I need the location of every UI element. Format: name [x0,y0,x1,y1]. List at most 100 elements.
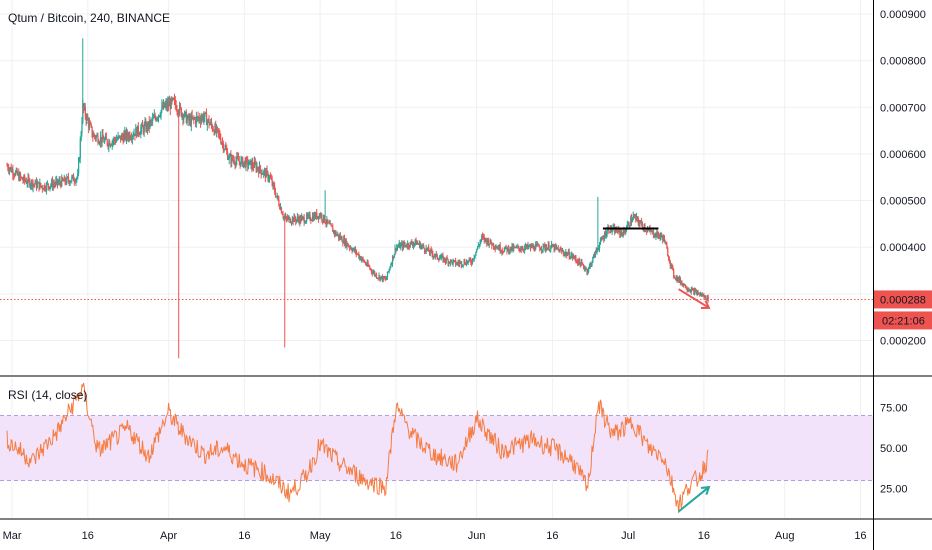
candle-body [601,238,603,240]
candle-body [457,262,459,264]
price-plot[interactable] [0,38,873,359]
candle-body [411,242,413,245]
candle-body [60,182,62,187]
candle-body [251,162,253,169]
candle-body [434,254,437,257]
candle-body [205,113,208,126]
candle-body [291,217,294,223]
candle-body [331,225,333,228]
candle-body [629,225,631,227]
candle-body [84,106,86,117]
candle-body [261,173,263,175]
candle-body [551,244,554,247]
candle-body [376,277,379,279]
candle-body [268,178,270,180]
candle-body [278,199,280,206]
candle-body [349,247,352,249]
candle-body [240,159,242,166]
candle-body [12,169,14,176]
candle-body [604,232,607,237]
rsi-plot[interactable] [0,382,873,514]
candle-body [515,246,517,248]
candle-body [8,168,10,172]
candle-body [162,105,164,109]
candle-body [383,276,385,279]
candle-body [566,252,568,256]
candle-body [253,166,255,168]
candle-body [413,243,416,245]
candle-body [321,214,323,220]
candle-body [22,180,24,182]
candle-body [49,186,51,189]
candle-body [290,222,292,224]
candle-body [365,264,368,266]
price-arrow-drawing[interactable] [678,288,711,309]
drawing-annotations[interactable] [602,227,711,513]
candle-body [666,244,668,249]
candle-body [330,223,332,226]
candle-body [245,158,247,168]
candle-body [104,136,107,140]
candle-body [633,215,635,217]
candle-body [584,268,586,270]
candle-body [45,189,47,191]
candle-body [21,177,23,181]
candle-body [360,256,362,260]
price-tick-label: 0.000900 [880,9,926,21]
candle-body [115,140,117,143]
time-axis[interactable]: Mar 16 Apr 16 May 16 Jun 16 Jul 16 Aug 16 [3,530,867,542]
candle-body [202,115,204,121]
candle-body [415,239,417,245]
rsi-line [6,382,709,514]
candle-body [67,176,69,178]
candle-body [433,256,435,258]
candle-body [241,157,243,160]
candle-body [187,115,189,119]
candle-body [90,124,92,127]
candle-body [96,135,98,137]
candle-body [179,105,181,114]
candle-body [113,138,115,141]
candle-body [51,180,54,188]
candle-body [400,244,402,249]
candle-body [699,292,701,295]
candle-body [99,142,101,144]
candle-body [313,214,315,221]
candle-body [243,160,246,163]
candle-body [410,242,412,244]
candle-body [46,183,49,185]
price-tick-label: 0.000200 [880,335,926,347]
candle-body [100,136,102,143]
candle-body [445,258,448,262]
candle-body [190,115,193,126]
candle-body [621,233,623,237]
candle-body [258,169,260,174]
candle-body [160,110,162,116]
candle-body [173,99,176,101]
candle-body [125,131,127,139]
candle-body [396,247,398,251]
candle-body [427,247,429,250]
time-tick-label: 16 [238,530,250,542]
candle-body [180,107,182,117]
candle-body [188,115,190,122]
candle-body [11,169,13,172]
rsi-arrow-drawing[interactable] [678,485,711,513]
candle-body [69,181,71,184]
candle-body [247,159,249,167]
candle-body [51,180,53,186]
candle-body [379,275,381,280]
candle-body [120,135,123,141]
candle-body [306,215,309,217]
candle-body [631,219,634,222]
candle-body [707,296,709,301]
candle-body [391,263,393,265]
candle-body [225,147,227,150]
candle-body [418,243,420,245]
candle-body [705,295,707,299]
candle-body [62,177,64,181]
candle-body [550,246,552,250]
candle-body [335,231,337,236]
